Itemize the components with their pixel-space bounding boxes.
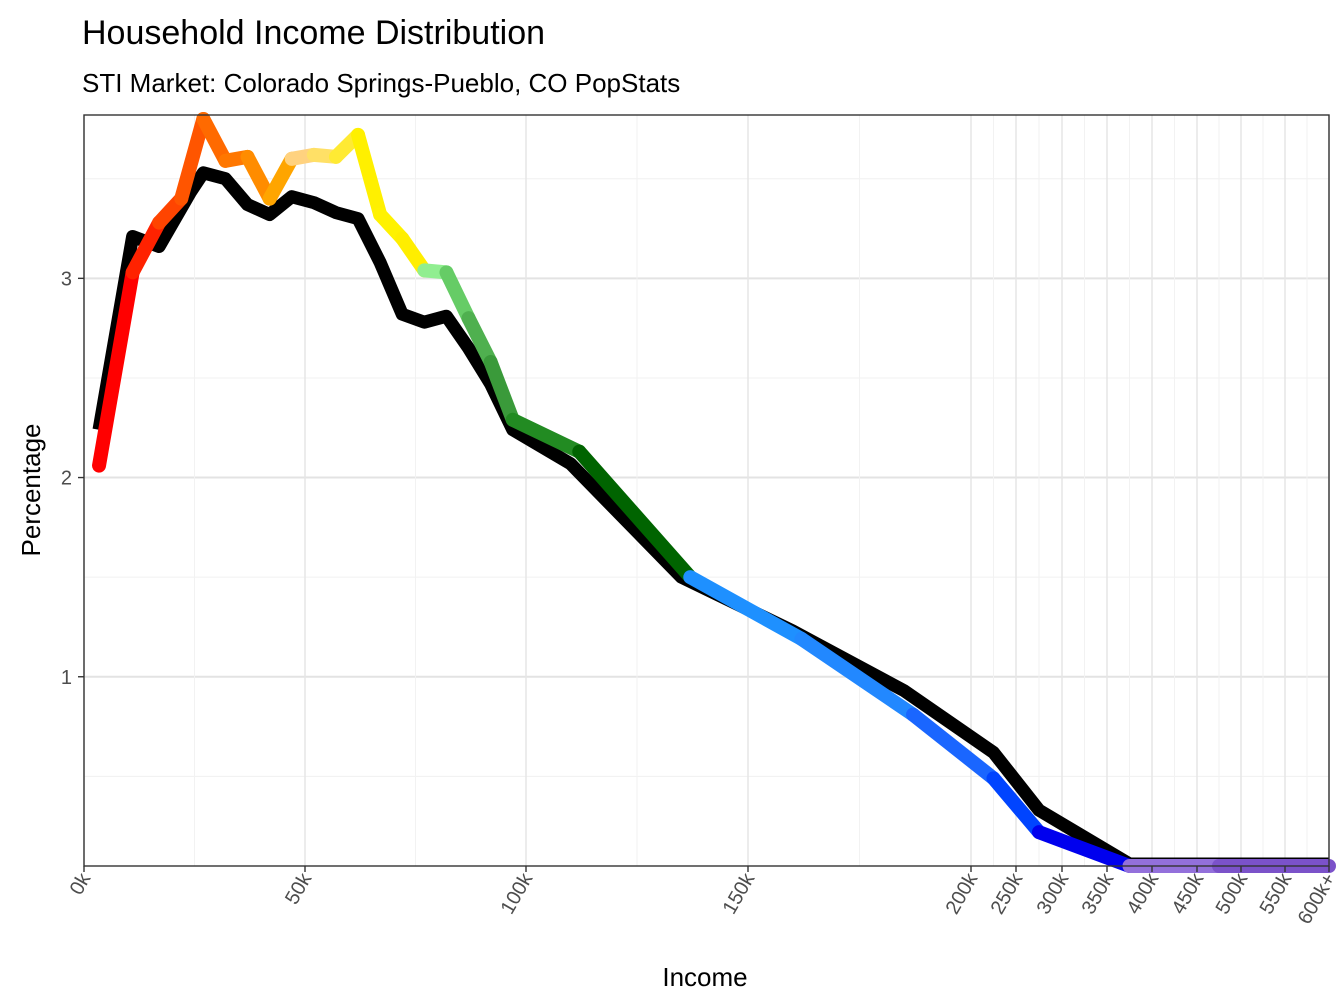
market-series-segment <box>262 151 299 206</box>
market-series-segment <box>794 631 921 722</box>
x-tick-label: 450k <box>1168 869 1209 918</box>
series-lines <box>92 111 1336 873</box>
x-axis: 0k 50k 100k 150k 200k 250k 300k 350k 400k 450k 500… <box>66 866 1341 929</box>
market-series-segment <box>986 771 1046 840</box>
benchmark-series-line <box>92 166 1329 871</box>
x-tick-label: 150k <box>719 869 760 918</box>
x-tick-label: 0k <box>66 869 96 899</box>
market-series-segment <box>92 265 140 473</box>
x-tick-label: 550k <box>1256 869 1297 918</box>
y-axis-title: Percentage <box>16 424 46 557</box>
x-tick-label: 250k <box>987 869 1028 918</box>
market-series-segment <box>351 127 388 222</box>
chart-subtitle: STI Market: Colorado Springs-Pueblo, CO … <box>82 68 680 98</box>
y-tick-label: 2 <box>61 468 72 490</box>
market-series-segment <box>505 412 587 459</box>
chart-title: Household Income Distribution <box>82 14 545 52</box>
x-tick-label: 100k <box>497 869 538 918</box>
market-series-segment <box>683 570 809 646</box>
market-series-segment <box>461 311 498 370</box>
x-tick-label: 200k <box>942 869 983 918</box>
market-series-segment <box>196 111 233 168</box>
plot-panel-border <box>83 114 1330 867</box>
market-series-segment <box>1032 825 1137 873</box>
y-axis: 1 2 3 <box>61 268 84 689</box>
x-tick-label: 600k+ <box>1294 870 1341 929</box>
x-axis-title: Income <box>662 962 747 992</box>
market-series-segment <box>174 111 211 206</box>
x-tick-label: 400k <box>1123 869 1164 918</box>
x-tick-label: 500k <box>1212 869 1253 918</box>
market-series-segment <box>439 265 476 326</box>
x-tick-label: 50k <box>281 869 317 909</box>
market-series-segment <box>125 215 167 280</box>
y-tick-label: 1 <box>61 667 72 689</box>
market-series-segment <box>906 707 1001 786</box>
market-series-segment <box>572 444 698 585</box>
grid <box>83 115 1330 866</box>
x-tick-label: 350k <box>1078 869 1119 918</box>
y-tick-label: 3 <box>61 268 72 290</box>
x-tick-label: 300k <box>1033 869 1074 918</box>
market-series-segment <box>483 355 520 427</box>
